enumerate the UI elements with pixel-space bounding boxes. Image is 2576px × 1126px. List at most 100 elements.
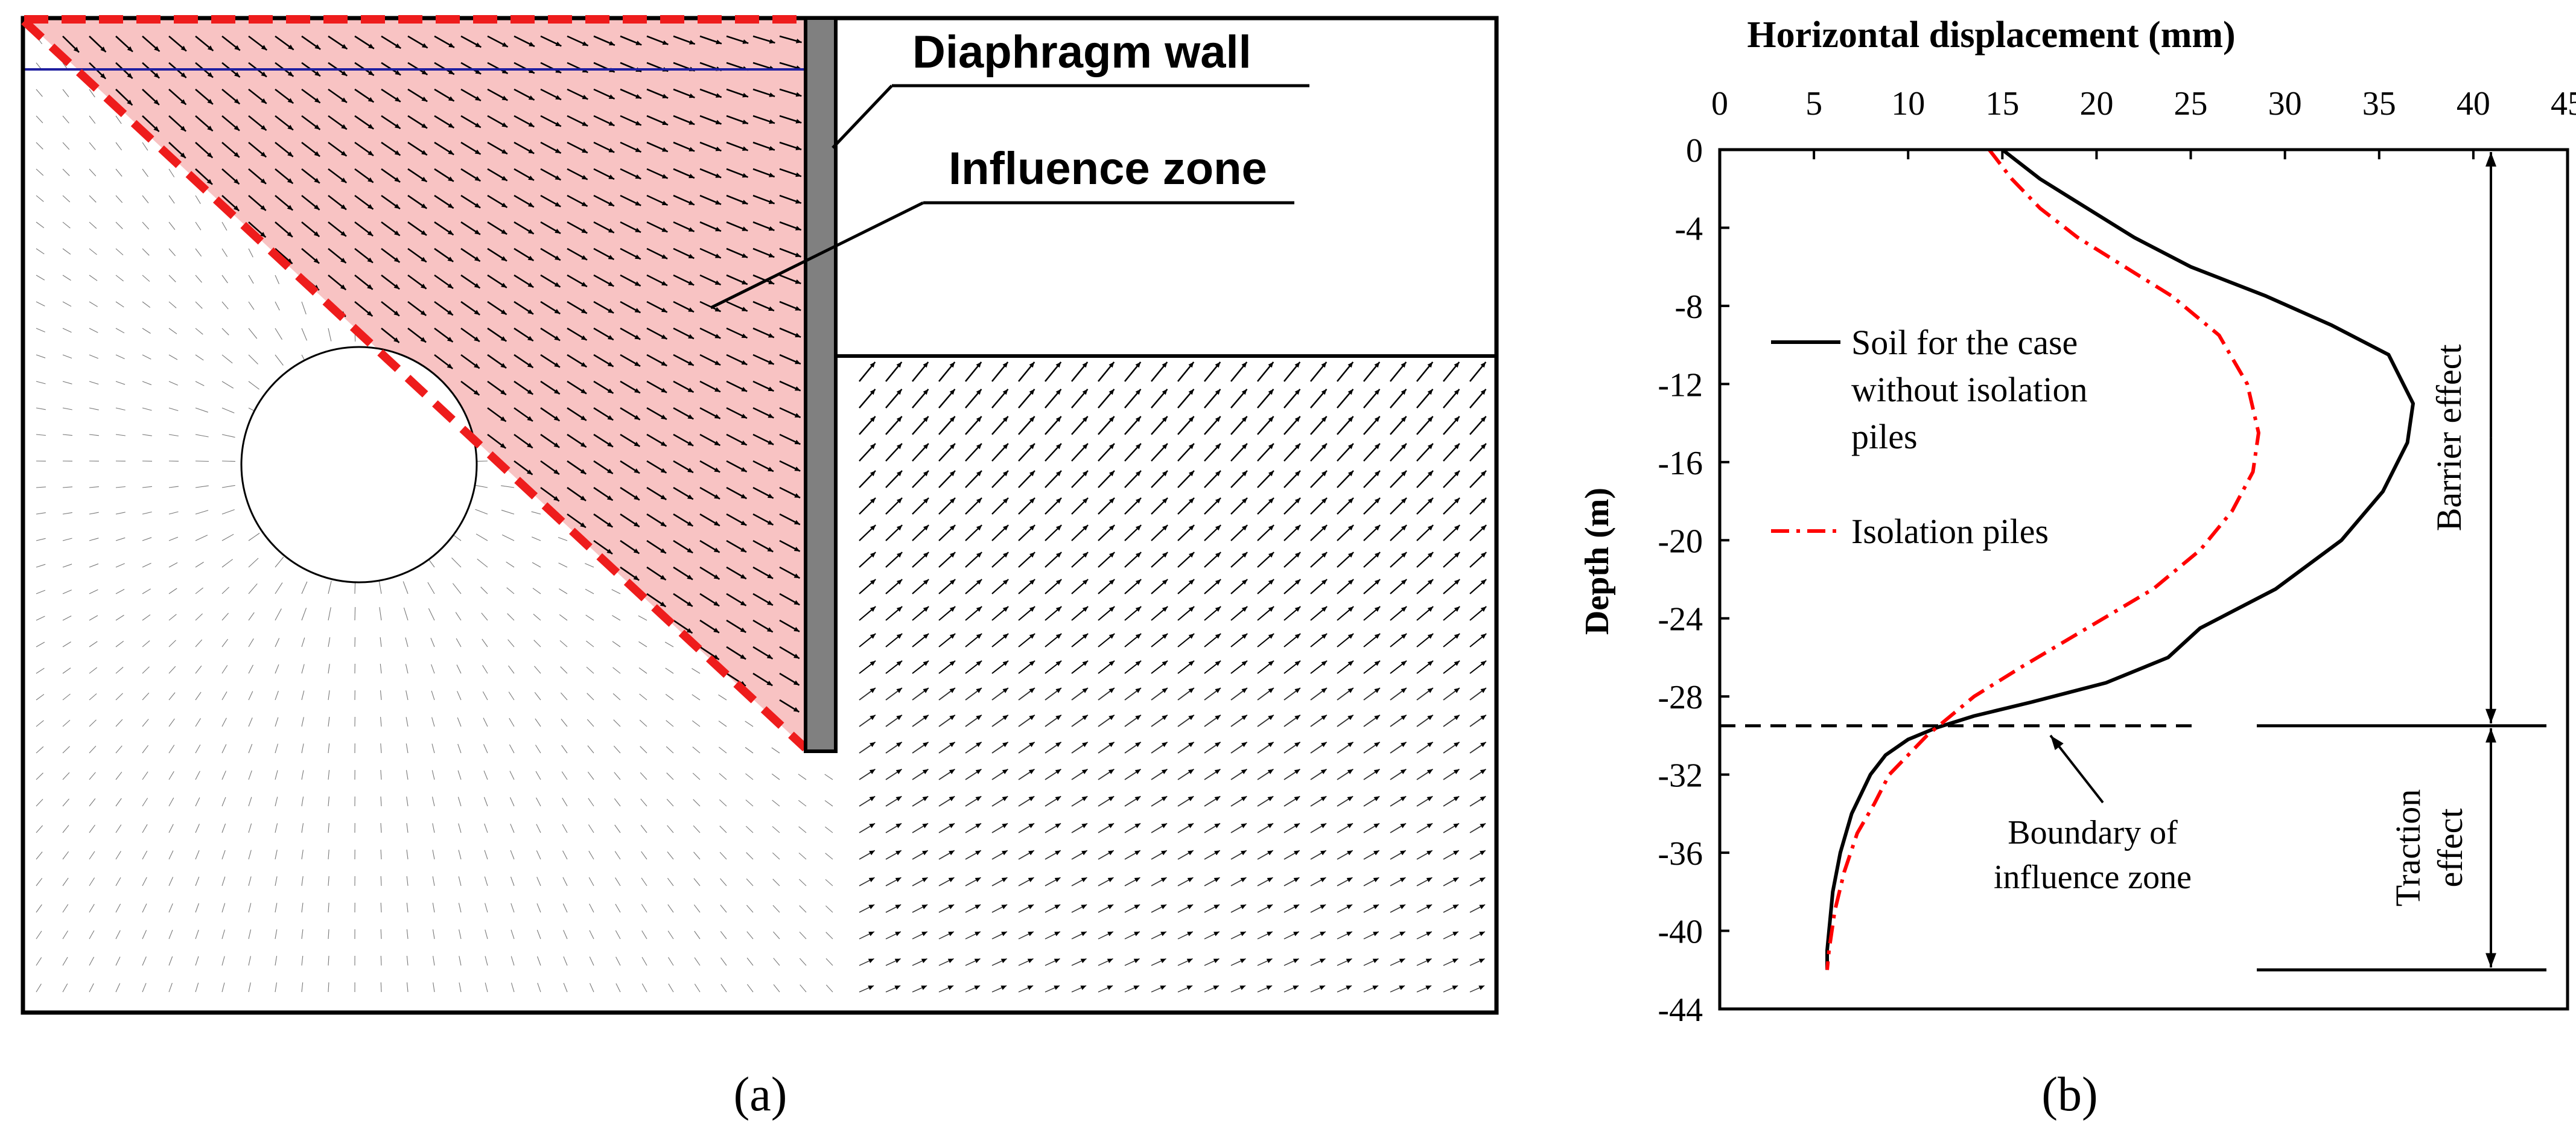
vector-arrow [1230,606,1248,621]
vector-arrow [666,772,674,780]
vector-arrow [540,35,562,47]
vector-arrow [673,301,695,313]
vector-arrow [991,552,1009,568]
vector-arrow [115,115,122,124]
vector-arrow [1390,795,1407,807]
vector-arrow [36,115,43,124]
vector-arrow [142,248,150,256]
vector-arrow [402,581,409,594]
vector-arrow [142,588,151,594]
vector-arrow [115,983,121,993]
vector-arrow [328,797,329,807]
vector-arrow [726,619,746,634]
vector-arrow [115,563,125,568]
vector-arrow [1045,742,1062,754]
vector-arrow [407,88,428,103]
vector-arrow [611,589,621,594]
vector-arrow [1098,904,1114,913]
vector-arrow [1204,660,1221,674]
vector-arrow [487,274,507,288]
vector-arrow [1124,579,1142,594]
vector-arrow [483,744,488,754]
x-tick-label: 15 [1985,85,2019,122]
vector-arrow [514,221,535,235]
vector-arrow [1469,904,1486,913]
vector-arrow [1177,958,1193,966]
vector-arrow [62,772,70,780]
vector-arrow [432,929,435,940]
vector-arrow [1177,606,1195,621]
vector-arrow [248,956,251,966]
vector-arrow [746,958,754,966]
vector-arrow [115,381,126,385]
vector-arrow [62,930,68,940]
vector-arrow [36,538,46,541]
vector-arrow [699,486,720,500]
vector-arrow [89,904,95,913]
vector-arrow [1469,768,1486,780]
vector-arrow [885,443,903,462]
vector-arrow [62,904,69,913]
y-axis-ticks: 0-4-8-12-16-20-24-28-32-36-40-44 [1658,132,1729,1029]
y-tick-label: -24 [1658,601,1703,638]
vector-arrow [1151,361,1168,382]
vector-arrow [885,361,903,382]
vector-arrow [1283,579,1301,594]
vector-arrow [433,982,435,993]
vector-arrow [1204,579,1221,594]
vector-arrow [62,877,69,886]
vector-arrow [1416,877,1433,886]
vector-arrow [1390,552,1407,568]
vector-arrow [514,194,535,208]
vector-arrow [885,931,902,940]
vector-arrow [1204,389,1221,409]
vector-arrow [885,904,902,913]
x-tick-label: 30 [2268,85,2302,122]
vector-arrow [455,612,462,621]
vector-arrow [221,354,233,364]
vector-arrow [1363,416,1381,435]
vector-arrow [593,247,615,261]
vector-arrow [1151,850,1168,860]
vector-arrow [168,929,173,940]
vector-arrow [275,903,278,913]
vector-arrow [693,851,701,860]
vector-arrow [1443,606,1460,621]
vector-arrow [1045,389,1062,409]
vector-arrow [885,579,903,594]
vector-arrow [859,606,876,621]
vector-arrow [1204,850,1221,860]
vector-arrow [1071,768,1088,780]
vector-arrow [799,905,807,913]
vector-arrow [1177,822,1194,833]
vector-arrow [1018,606,1035,621]
vector-arrow [646,35,669,45]
vector-arrow [487,194,508,208]
vector-arrow [588,850,594,860]
vector-arrow [1071,606,1089,621]
vector-arrow [1204,416,1221,435]
vector-arrow [407,301,427,316]
vector-arrow [1018,931,1034,940]
vector-arrow [726,354,748,366]
vector-arrow [824,774,833,780]
vector-arrow [1177,768,1194,780]
vector-arrow [1283,904,1300,913]
vector-arrow [36,590,46,594]
vector-arrow [561,719,568,727]
vector-arrow [699,646,720,661]
vector-arrow [620,513,640,528]
vector-arrow [772,826,780,833]
vector-arrow [1204,552,1221,568]
vector-arrow [563,982,568,993]
vector-arrow [779,141,802,151]
vector-arrow [328,115,348,130]
y-tick-label: -36 [1658,835,1703,873]
vector-arrow [1045,877,1061,886]
vector-arrow [779,301,801,311]
vector-arrow [168,771,174,780]
vector-arrow [221,460,236,462]
vector-arrow [1390,579,1407,594]
vector-arrow [779,486,801,499]
vector-arrow [168,301,177,308]
